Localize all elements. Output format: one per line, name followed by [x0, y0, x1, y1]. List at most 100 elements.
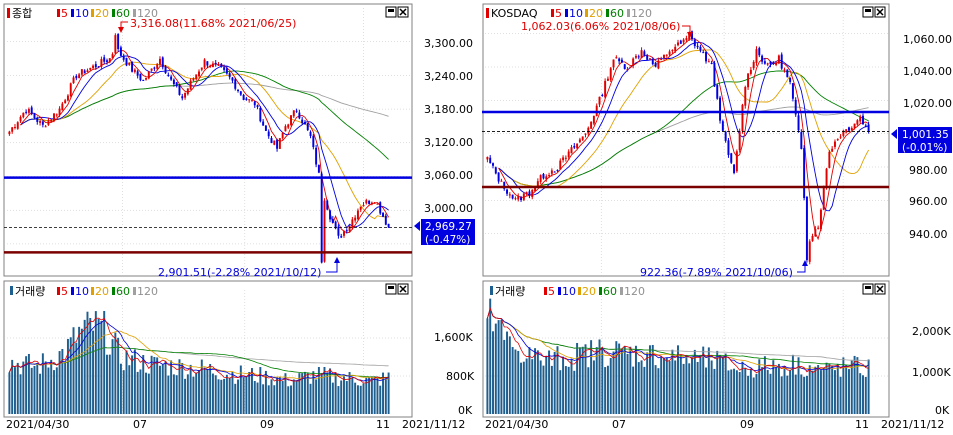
candle-body [55, 114, 58, 116]
volume-bar [609, 358, 612, 414]
volume-bar [864, 376, 867, 414]
volume-bar [713, 368, 716, 414]
candle-body [147, 71, 150, 79]
candle-body [517, 195, 520, 200]
volume-bar [573, 370, 576, 414]
volume-bar [550, 365, 553, 414]
candle-body [856, 120, 859, 125]
vol-ytick: 800K [446, 370, 475, 383]
ytick: 3,120.00 [424, 136, 473, 149]
candle-body [80, 69, 83, 75]
volume-bar [108, 354, 111, 414]
volume-bar [122, 370, 125, 414]
candle-body [657, 60, 660, 69]
volume-bar [30, 367, 33, 414]
candle-body [16, 122, 19, 129]
volume-bar [822, 367, 825, 414]
candle-body [730, 153, 733, 163]
candle-body [245, 98, 248, 101]
candle-body [273, 140, 276, 145]
candle-body [94, 64, 97, 68]
volume-bar [623, 345, 626, 414]
candle-body [175, 82, 178, 87]
vol-legend-ma10: 10 [562, 285, 576, 298]
volume-bar [178, 359, 181, 414]
candle-body [576, 143, 579, 149]
volume-bar [657, 368, 660, 414]
ytick: 3,180.00 [424, 103, 473, 116]
candle-body [797, 115, 800, 131]
candle-body [64, 100, 67, 104]
candle-body [833, 141, 836, 147]
candle-body [203, 59, 206, 68]
volume-bar [203, 367, 206, 414]
candle-body [365, 200, 368, 204]
volume-bar [309, 383, 312, 414]
volume-bar [228, 377, 231, 414]
kospi-price-yaxis: 3,300.00 3,240.00 3,180.00 3,120.00 3,06… [424, 37, 473, 215]
candle-body [368, 200, 371, 204]
xtick: 11 [855, 418, 869, 431]
candle-body [25, 111, 28, 113]
candle-body [578, 139, 581, 143]
kospi-legend: 종합 5 10 20 60 120 [7, 7, 158, 20]
xtick: 2021/04/30 [485, 418, 548, 431]
volume-bar [139, 369, 142, 414]
xtick: 11 [376, 418, 390, 431]
volume-bar [534, 348, 537, 414]
candle-body [699, 46, 702, 51]
legend-ma120: 120 [631, 7, 652, 20]
volume-bar [64, 361, 67, 414]
candle-body [22, 112, 25, 118]
volume-bar [323, 367, 326, 414]
volume-bar [691, 356, 693, 414]
volume-bar [581, 346, 584, 414]
volume-bar [693, 349, 696, 414]
volume-bar [601, 348, 604, 414]
candle-body [209, 65, 212, 67]
ytick: 980.00 [909, 164, 948, 177]
candle-body [794, 99, 797, 115]
volume-bar [632, 366, 635, 414]
candle-body [153, 67, 156, 69]
volume-bar [671, 349, 674, 414]
volume-bar [331, 382, 334, 414]
candle-body [320, 173, 323, 263]
candle-body [100, 59, 103, 67]
candle-body [494, 167, 497, 174]
volume-bar [643, 366, 646, 414]
volume-bar [836, 364, 839, 414]
candle-body [142, 79, 145, 81]
kospi-high-annotation: 3,316.08(11.68% 2021/06/25) [118, 17, 296, 33]
kosdaq-volume-title: 거래량 [495, 285, 525, 298]
volume-bar [301, 373, 304, 414]
kosdaq-high-label: 1,062.03(6.06% 2021/08/06) [521, 20, 680, 33]
candle-body [251, 100, 253, 102]
volume-bar [853, 355, 856, 414]
volume-bar [803, 376, 806, 414]
volume-bar [559, 370, 562, 414]
candle-body [853, 123, 856, 129]
candle-body [749, 69, 752, 74]
candle-body [791, 83, 794, 99]
candle-body [198, 71, 200, 77]
volume-bar [489, 298, 492, 414]
volume-bar [345, 381, 348, 414]
candle-body [677, 42, 679, 46]
candle-body [92, 65, 95, 68]
candle-body [648, 58, 651, 60]
volume-bar [50, 359, 53, 414]
volume-bar [234, 383, 237, 414]
x-end-date: 2021/11/12 [402, 418, 465, 431]
volume-bar [223, 378, 226, 414]
kosdaq-low-annotation: 922.36(-7.89% 2021/10/06) [640, 260, 808, 279]
volume-bar [379, 385, 382, 414]
candle-body [301, 119, 304, 123]
candle-body [161, 57, 164, 68]
volume-bar [780, 376, 783, 414]
volume-bar [86, 311, 89, 414]
volume-bar [164, 361, 167, 414]
volume-bar [634, 345, 637, 414]
volume-bar [727, 370, 730, 414]
